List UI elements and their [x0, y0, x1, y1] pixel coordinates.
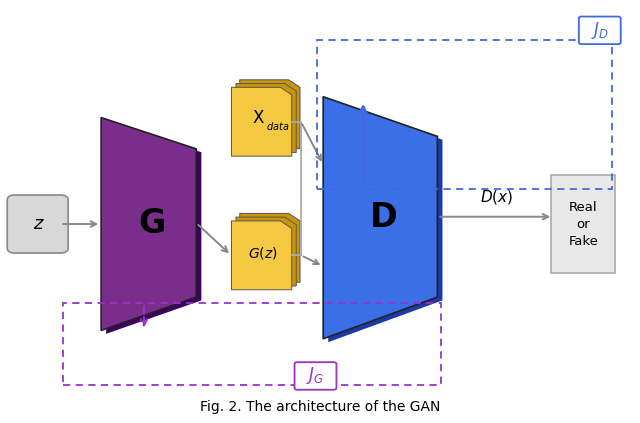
Text: z: z [33, 215, 42, 233]
Text: $_{data}$: $_{data}$ [266, 119, 289, 133]
Polygon shape [240, 80, 300, 148]
Text: D: D [369, 201, 397, 234]
FancyBboxPatch shape [551, 175, 615, 273]
Polygon shape [240, 213, 300, 282]
FancyBboxPatch shape [294, 362, 337, 390]
Text: $\mathrm{X}$: $\mathrm{X}$ [252, 109, 265, 126]
Text: $D(x)$: $D(x)$ [480, 188, 513, 206]
Polygon shape [236, 84, 296, 152]
Polygon shape [232, 221, 292, 290]
Text: Fig. 2. The architecture of the GAN: Fig. 2. The architecture of the GAN [200, 400, 440, 414]
Text: $J_G$: $J_G$ [307, 365, 324, 387]
Text: G: G [138, 207, 166, 240]
Text: Real
or
Fake: Real or Fake [568, 201, 598, 247]
FancyBboxPatch shape [579, 16, 621, 44]
Polygon shape [328, 100, 442, 342]
Text: $J_D$: $J_D$ [591, 20, 609, 41]
Polygon shape [232, 87, 292, 156]
Polygon shape [106, 121, 202, 334]
Polygon shape [236, 217, 296, 286]
FancyBboxPatch shape [7, 195, 68, 253]
Polygon shape [101, 118, 196, 330]
Polygon shape [323, 97, 437, 339]
Text: $G(z)$: $G(z)$ [248, 245, 278, 261]
